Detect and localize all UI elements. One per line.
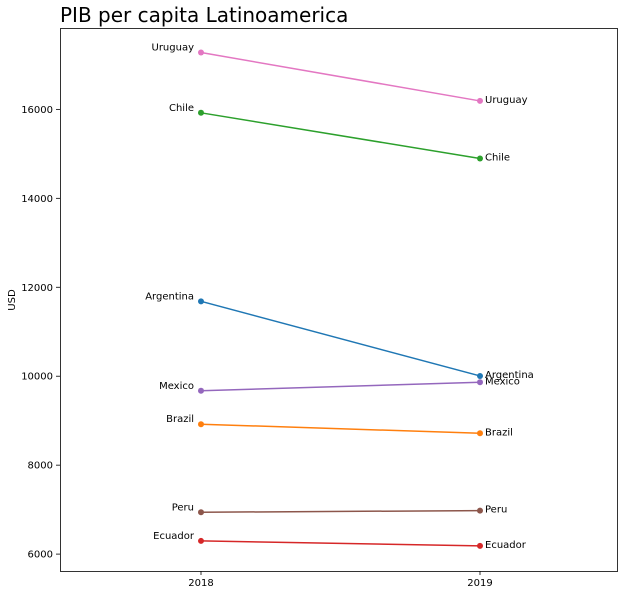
label-2018-uruguay: Uruguay: [152, 43, 195, 54]
point-2019-argentina: [477, 372, 483, 379]
label-2018-chile: Chile: [169, 103, 194, 114]
series-line-uruguay: [200, 51, 481, 102]
point-2019-uruguay: [477, 97, 483, 104]
point-2019-mexico: [477, 379, 483, 386]
label-2019-brazil: Brazil: [485, 427, 513, 438]
point-2018-brazil: [198, 421, 204, 428]
point-2018-peru: [198, 509, 204, 516]
y-tick-label: 16000: [21, 105, 53, 116]
chart-title: PIB per capita Latinoamerica: [60, 3, 348, 27]
label-2019-mexico: Mexico: [485, 376, 520, 387]
x-tick-label: 2018: [188, 578, 213, 589]
y-tick-label: 14000: [21, 194, 53, 205]
point-2018-uruguay: [198, 49, 204, 56]
label-2018-brazil: Brazil: [166, 414, 194, 425]
label-2019-chile: Chile: [485, 152, 510, 163]
label-2018-ecuador: Ecuador: [153, 531, 195, 542]
label-2019-argentina: Argentina: [485, 370, 534, 381]
label-2019-uruguay: Uruguay: [485, 95, 528, 106]
point-2018-mexico: [198, 387, 204, 394]
series-peru: Peru Peru: [172, 502, 508, 515]
series-argentina: Argentina Argentina: [145, 291, 534, 381]
series-line-ecuador: [200, 540, 481, 547]
point-2019-chile: [477, 155, 483, 162]
y-axis-label: USD: [7, 289, 18, 311]
y-tick-label: 12000: [21, 283, 53, 294]
series-ecuador: Ecuador Ecuador: [153, 531, 527, 551]
series-line-chile: [200, 112, 481, 160]
series-mexico: Mexico Mexico: [159, 376, 520, 394]
label-2018-peru: Peru: [172, 502, 194, 513]
label-2019-peru: Peru: [485, 505, 507, 516]
point-2019-ecuador: [477, 542, 483, 549]
y-tick-label: 10000: [21, 372, 53, 383]
point-2018-ecuador: [198, 537, 204, 544]
point-2019-brazil: [477, 430, 483, 437]
series-line-argentina: [200, 300, 481, 377]
y-axis: 6000 8000 10000 12000 14000 16000: [21, 105, 60, 561]
label-2018-argentina: Argentina: [145, 291, 194, 302]
series-line-brazil: [200, 423, 481, 435]
series-brazil: Brazil Brazil: [166, 414, 513, 438]
series-line-mexico: [200, 381, 481, 392]
series-layer: UruguayUruguayChileChileArgentinaArgenti…: [145, 43, 534, 551]
series-uruguay: Uruguay Uruguay: [152, 43, 528, 106]
y-tick-label: 6000: [28, 550, 53, 561]
x-tick-label: 2019: [467, 578, 492, 589]
y-tick-label: 8000: [28, 461, 53, 472]
label-2018-mexico: Mexico: [159, 381, 194, 392]
label-2019-ecuador: Ecuador: [485, 540, 527, 551]
x-axis: 2018 2019: [188, 571, 493, 589]
series-chile: Chile Chile: [169, 103, 510, 164]
point-2018-chile: [198, 109, 204, 116]
point-2019-peru: [477, 507, 483, 514]
point-2018-argentina: [198, 298, 204, 305]
series-line-peru: [200, 509, 481, 514]
plot-frame: [60, 28, 618, 572]
